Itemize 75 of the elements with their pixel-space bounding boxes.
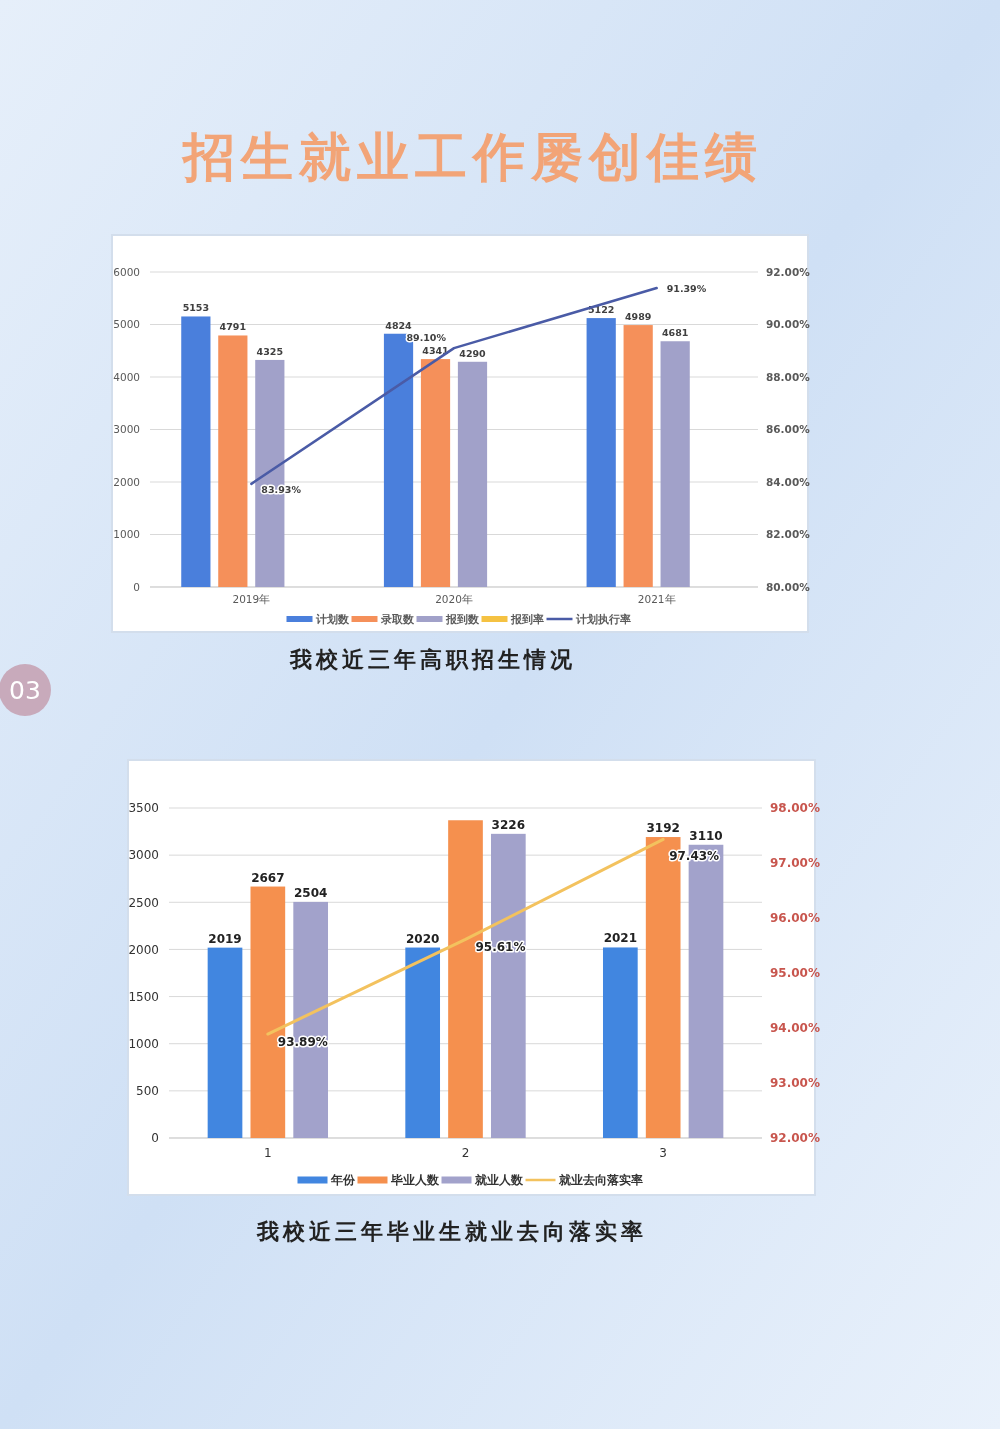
y2-tick-label: 84.00% xyxy=(766,475,811,488)
y-tick-label: 0 xyxy=(133,580,140,593)
bar xyxy=(586,318,616,587)
bar xyxy=(405,947,441,1138)
bar xyxy=(623,325,653,587)
y-tick-label: 5000 xyxy=(113,318,140,331)
data-label: 2021 xyxy=(603,931,638,946)
data-label: 3110 xyxy=(689,828,723,843)
y-tick-label: 3000 xyxy=(113,423,140,436)
legend-label: 就业去向落实率 xyxy=(557,1173,643,1188)
legend-label: 毕业人数 xyxy=(389,1173,440,1188)
y2-tick-label: 80.00% xyxy=(766,580,811,593)
y-tick-label: 500 xyxy=(136,1084,159,1099)
y-tick-label: 4000 xyxy=(113,370,140,383)
legend-label: 报到率 xyxy=(509,612,544,625)
data-label: 3192 xyxy=(646,821,680,836)
text: 招生就业工作屡创佳绩 xyxy=(181,126,763,187)
legend-label: 计划执行率 xyxy=(574,612,631,625)
y2-tick-label: 93.00% xyxy=(770,1076,820,1091)
bar xyxy=(660,341,690,587)
x-tick-label: 2 xyxy=(461,1146,470,1160)
text: 我校近三年毕业生就业去向落实率 xyxy=(256,1218,647,1244)
x-tick-label: 1 xyxy=(264,1146,272,1160)
data-label: 3226 xyxy=(491,817,526,832)
data-label: 4681 xyxy=(661,327,689,339)
legend-label: 年份 xyxy=(329,1173,356,1188)
bar xyxy=(457,361,488,587)
y2-tick-label: 95.00% xyxy=(770,966,820,981)
y2-tick-label: 82.00% xyxy=(766,528,811,541)
y2-tick-label: 98.00% xyxy=(770,801,820,816)
data-label: 2020 xyxy=(405,931,440,946)
y-tick-label: 2000 xyxy=(113,475,140,488)
y-tick-label: 2000 xyxy=(128,942,159,957)
y2-tick-label: 92.00% xyxy=(770,1131,820,1146)
data-label: 2504 xyxy=(293,885,328,900)
data-label: 4791 xyxy=(219,321,247,333)
bar xyxy=(602,947,638,1138)
bar xyxy=(207,947,243,1138)
data-label: 4824 xyxy=(385,319,413,331)
bar xyxy=(420,359,451,587)
data-label: 4325 xyxy=(256,345,284,357)
x-tick-label: 2021年 xyxy=(637,593,676,605)
text: 我校近三年高职招生情况 xyxy=(289,646,576,672)
x-tick-label: 2019年 xyxy=(232,593,271,605)
data-label: 4989 xyxy=(624,311,652,323)
y2-tick-label: 90.00% xyxy=(766,318,811,331)
data-label: 91.39% xyxy=(666,282,707,294)
y-tick-label: 3000 xyxy=(128,848,159,863)
data-label: 4341 xyxy=(422,345,449,357)
x-tick-label: 3 xyxy=(659,1146,667,1160)
y2-tick-label: 94.00% xyxy=(770,1021,820,1036)
text: 03 xyxy=(9,676,41,705)
y2-tick-label: 88.00% xyxy=(766,370,811,383)
legend-label: 报到数 xyxy=(444,612,480,625)
data-label: 2019 xyxy=(208,931,242,946)
y-tick-label: 0 xyxy=(151,1131,159,1146)
y2-tick-label: 92.00% xyxy=(766,265,811,278)
legend-label: 录取数 xyxy=(379,612,415,625)
y-tick-label: 1500 xyxy=(128,989,159,1004)
legend-label: 就业人数 xyxy=(473,1173,524,1188)
data-label: 2667 xyxy=(251,870,285,885)
x-tick-label: 2020年 xyxy=(435,593,473,605)
y2-tick-label: 97.00% xyxy=(770,856,820,871)
y-tick-label: 1000 xyxy=(113,528,140,541)
bar xyxy=(218,335,248,587)
y-tick-label: 3500 xyxy=(128,801,159,816)
data-label: 5153 xyxy=(182,302,210,314)
y-tick-label: 2500 xyxy=(128,895,159,910)
y-tick-label: 1000 xyxy=(128,1037,159,1052)
y2-tick-label: 86.00% xyxy=(766,423,811,436)
data-label: 4290 xyxy=(459,347,487,359)
bar xyxy=(181,316,211,587)
legend-label: 计划数 xyxy=(314,612,350,625)
y2-tick-label: 96.00% xyxy=(770,911,820,926)
y-tick-label: 6000 xyxy=(113,265,140,278)
